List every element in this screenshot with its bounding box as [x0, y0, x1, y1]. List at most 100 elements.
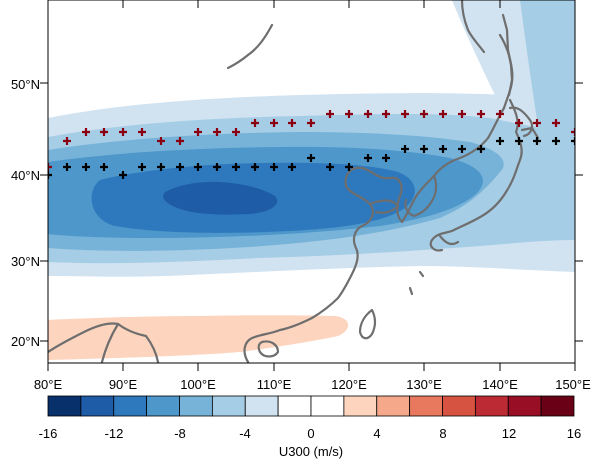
coast-shandong [368, 199, 400, 214]
plus-marker [232, 163, 240, 171]
coast-ryukyu-a [408, 286, 414, 296]
plus-marker [307, 119, 315, 127]
plus-marker [48, 171, 52, 179]
plus-marker [213, 128, 221, 136]
y-tick-label-30: 30°N [11, 254, 40, 269]
plus-marker [401, 145, 409, 153]
x-tick-label-110: 110°E [257, 377, 292, 392]
colorbar-swatch [277, 395, 312, 417]
y-tick-label-20: 20°N [11, 334, 40, 349]
plus-marker [496, 110, 504, 118]
colorbar-swatch [244, 395, 279, 417]
colorbar-tick-labels: -16 -12 -8 -4 0 4 8 12 16 [39, 426, 582, 441]
colorbar-swatch [540, 395, 575, 417]
plus-marker [552, 137, 560, 145]
colorbar-swatch [474, 395, 509, 417]
colorbar-swatch [376, 395, 411, 417]
plus-marker [48, 163, 52, 171]
plus-marker [364, 154, 372, 162]
colorbar-swatch [507, 395, 542, 417]
coast-sakhalin [501, 13, 514, 97]
map-frame [47, 0, 576, 364]
plus-marker [477, 110, 485, 118]
plus-marker [401, 110, 409, 118]
plus-marker [288, 163, 296, 171]
colorbar-label-8: 8 [439, 426, 446, 441]
colorbar-swatch [343, 395, 378, 417]
field-level-6 [163, 181, 278, 215]
coast-ryukyu-b [418, 270, 425, 278]
plus-marker [515, 137, 523, 145]
colorbar-swatch [47, 395, 82, 417]
plus-marker [213, 163, 221, 171]
colorbar-title: U300 (m/s) [279, 444, 343, 459]
plus-marker [119, 128, 127, 136]
y-tick-label-40: 40°N [11, 168, 40, 183]
plus-marker [157, 163, 165, 171]
coastlines [48, 0, 540, 363]
colorbar-label-4: 4 [373, 426, 380, 441]
colorbar-swatch [113, 395, 148, 417]
y-tick-label-50: 50°N [11, 77, 40, 92]
colorbar [47, 395, 575, 417]
colorbar-label-m8: -8 [174, 426, 186, 441]
u300-field [48, 0, 575, 360]
colorbar-swatch [409, 395, 443, 417]
plus-marker [382, 154, 390, 162]
plus-marker [82, 128, 90, 136]
colorbar-label-m4: -4 [239, 426, 251, 441]
map-panel [48, 0, 575, 363]
coast-hokkaido [508, 106, 534, 138]
x-tick-label-130: 130°E [406, 377, 442, 392]
colorbar-swatch [80, 395, 115, 417]
plus-marker [571, 128, 575, 136]
plus-marker [251, 163, 259, 171]
plus-marker [420, 145, 428, 153]
plus-marker [326, 110, 334, 118]
x-tick-label-140: 140°E [482, 377, 518, 392]
plus-marker [571, 137, 575, 145]
plus-marker [119, 171, 127, 179]
colorbar-label-0: 0 [307, 426, 314, 441]
x-tick-label-90: 90°E [109, 377, 138, 392]
coast-taiwan [358, 308, 377, 340]
plus-marker [176, 137, 184, 145]
plus-marker [458, 145, 466, 153]
plus-marker [194, 128, 202, 136]
plus-marker [439, 145, 447, 153]
colorbar-swatch [146, 395, 180, 417]
plus-marker [100, 163, 108, 171]
x-tick-label-100: 100°E [180, 377, 216, 392]
plus-marker [157, 137, 165, 145]
plus-marker [138, 163, 146, 171]
x-tick-label-150: 150°E [555, 377, 591, 392]
plus-marker [345, 110, 353, 118]
black-markers [48, 137, 575, 179]
plus-marker [63, 163, 71, 171]
plus-marker [496, 137, 504, 145]
red-markers [48, 110, 575, 171]
plus-marker [307, 154, 315, 162]
coast-korea [404, 174, 438, 218]
plus-marker [326, 163, 334, 171]
plus-marker [420, 110, 428, 118]
plus-marker [458, 110, 466, 118]
plus-marker [364, 110, 372, 118]
plus-marker [270, 163, 278, 171]
plus-marker [138, 128, 146, 136]
plus-marker [515, 119, 523, 127]
plus-marker [82, 163, 90, 171]
colorbar-swatch [179, 395, 213, 417]
plus-marker [533, 119, 541, 127]
coast-hainan [257, 340, 280, 358]
y-tick-labels: 50°N 40°N 30°N 20°N [11, 77, 40, 349]
plus-marker [251, 119, 259, 127]
plus-marker [270, 119, 278, 127]
plus-marker [100, 128, 108, 136]
plus-marker [552, 119, 560, 127]
plus-marker [63, 137, 71, 145]
plus-marker [382, 110, 390, 118]
colorbar-label-m12: -12 [105, 426, 124, 441]
plus-marker [533, 137, 541, 145]
